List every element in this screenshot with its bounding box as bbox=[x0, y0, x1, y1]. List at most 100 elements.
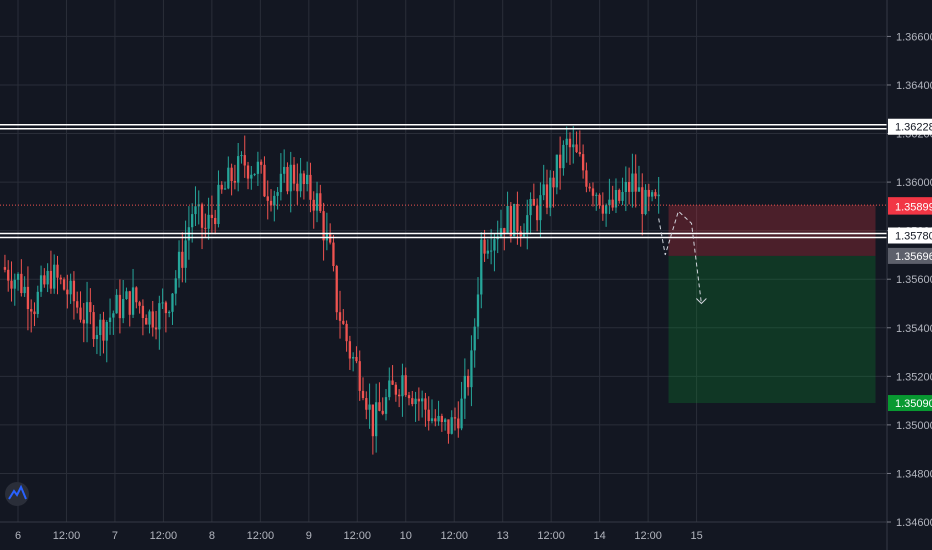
candle-body bbox=[522, 234, 526, 237]
candle-body bbox=[552, 177, 555, 188]
candle-body bbox=[253, 173, 256, 175]
candle-body bbox=[3, 267, 7, 270]
candle-body bbox=[411, 398, 414, 405]
candle-body bbox=[36, 291, 39, 315]
candle-body bbox=[420, 398, 424, 402]
candle-body bbox=[250, 174, 253, 179]
candle-body bbox=[115, 294, 118, 314]
candle-body bbox=[512, 203, 516, 237]
candle-body bbox=[614, 190, 618, 208]
logo-mountain-glyph bbox=[8, 484, 27, 500]
candle-body bbox=[230, 167, 233, 182]
candle-body bbox=[69, 280, 72, 295]
candle-body bbox=[378, 402, 381, 411]
candle-body bbox=[654, 192, 657, 197]
candle-body bbox=[240, 155, 243, 157]
stop-loss-zone[interactable] bbox=[668, 205, 876, 256]
candle-body bbox=[158, 303, 161, 330]
candle-body bbox=[398, 394, 401, 397]
price-tick-label: 1.36400 bbox=[896, 80, 932, 92]
candle-body bbox=[296, 183, 299, 192]
price-tick-label: 1.35600 bbox=[896, 274, 932, 286]
candle-body bbox=[595, 194, 598, 196]
candle-body bbox=[105, 321, 108, 341]
take-profit-zone[interactable] bbox=[668, 255, 876, 404]
candle-body bbox=[283, 166, 286, 174]
candle-body bbox=[16, 273, 20, 280]
candle-body bbox=[118, 294, 122, 319]
candle-body bbox=[148, 311, 151, 325]
candle-body bbox=[539, 195, 542, 221]
candle-body bbox=[141, 305, 145, 318]
candle-body bbox=[535, 205, 539, 221]
candle-body bbox=[7, 269, 10, 281]
candle-body bbox=[549, 177, 552, 208]
candle-body bbox=[33, 311, 36, 315]
candle-body bbox=[568, 138, 572, 148]
candle-body bbox=[493, 239, 496, 251]
candle-body bbox=[335, 266, 338, 313]
candle-body bbox=[181, 251, 184, 268]
candle-body bbox=[223, 188, 227, 190]
candle-body bbox=[266, 196, 269, 201]
candle-body bbox=[621, 192, 624, 201]
candle-body bbox=[463, 375, 467, 399]
price-tick-label: 1.35400 bbox=[896, 323, 932, 335]
candle-body bbox=[299, 173, 302, 192]
candle-body bbox=[434, 418, 437, 422]
time-tick-label: 12:00 bbox=[634, 530, 662, 542]
candle-body bbox=[325, 232, 329, 241]
time-tick-label: 14 bbox=[594, 530, 606, 542]
candle-body bbox=[122, 299, 125, 319]
price-badge bbox=[888, 198, 932, 215]
candle-body bbox=[309, 174, 312, 200]
candle-body bbox=[542, 184, 545, 196]
candle-body bbox=[381, 410, 384, 414]
candle-body bbox=[210, 214, 214, 218]
time-tick-label: 8 bbox=[209, 530, 215, 542]
candle-body bbox=[66, 289, 69, 295]
time-tick-label: 7 bbox=[112, 530, 118, 542]
candle-body bbox=[641, 187, 644, 215]
candle-body bbox=[13, 279, 16, 289]
time-tick-label: 12:00 bbox=[440, 530, 468, 542]
candle-body bbox=[174, 278, 177, 294]
candle-body bbox=[532, 198, 535, 206]
projection-arrow[interactable] bbox=[658, 210, 702, 304]
candle-body bbox=[608, 199, 611, 206]
candle-body bbox=[562, 144, 565, 169]
candle-body bbox=[39, 275, 43, 292]
candle-body bbox=[526, 215, 529, 235]
candle-body bbox=[279, 173, 283, 193]
candle-body bbox=[365, 398, 368, 410]
time-tick-label: 12:00 bbox=[247, 530, 275, 542]
candle-body bbox=[171, 293, 174, 312]
price-badge bbox=[888, 227, 932, 244]
candle-body bbox=[585, 170, 588, 187]
price-badge bbox=[888, 247, 932, 264]
candle-body bbox=[618, 190, 621, 201]
candle-body bbox=[125, 291, 128, 300]
candle-body bbox=[447, 419, 450, 434]
candle-body bbox=[256, 161, 260, 174]
time-tick-label: 6 bbox=[15, 530, 21, 542]
price-tick-label: 1.36600 bbox=[896, 31, 932, 43]
candle-body bbox=[361, 390, 365, 399]
candle-body bbox=[46, 270, 49, 285]
time-tick-label: 12:00 bbox=[53, 530, 81, 542]
price-tick-label: 1.35000 bbox=[896, 420, 932, 432]
candle-body bbox=[394, 384, 398, 395]
candle-body bbox=[601, 205, 604, 214]
projection-arrowhead bbox=[696, 298, 707, 305]
candle-body bbox=[89, 302, 92, 313]
time-tick-label: 13 bbox=[497, 530, 509, 542]
time-tick-label: 12:00 bbox=[537, 530, 565, 542]
candle-body bbox=[440, 415, 444, 422]
candle-body bbox=[135, 287, 138, 303]
candle-body bbox=[217, 184, 220, 225]
candle-body bbox=[453, 417, 457, 419]
candle-body bbox=[53, 264, 56, 289]
candle-body bbox=[516, 203, 519, 232]
